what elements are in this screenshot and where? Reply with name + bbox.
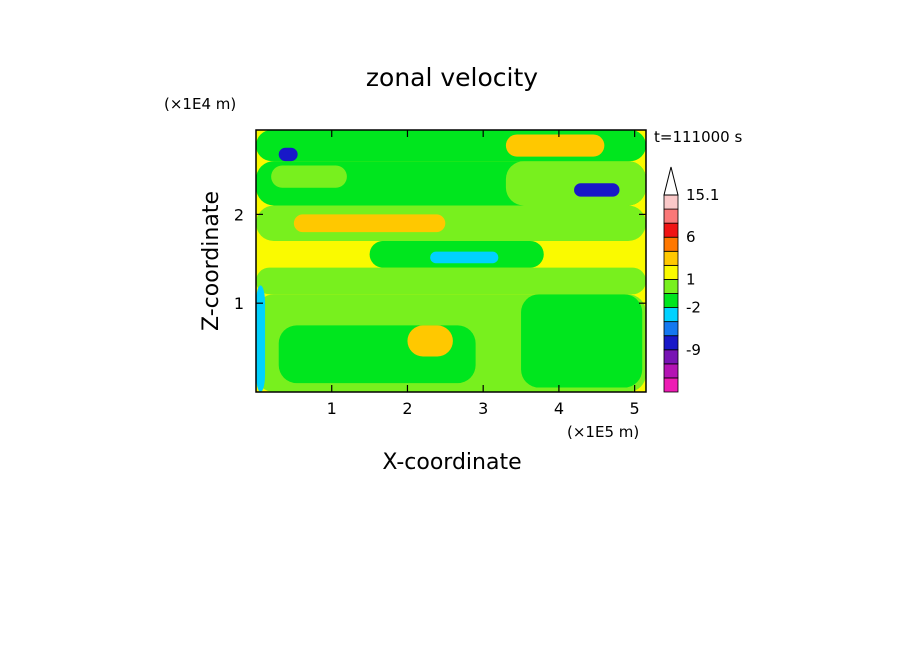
colorbar-swatch — [663, 349, 679, 365]
contour-field — [256, 130, 646, 392]
colorbar-swatch — [663, 222, 679, 238]
x-tick-label: 5 — [630, 399, 640, 418]
x-tick-label: 3 — [478, 399, 488, 418]
contour-region — [521, 294, 643, 388]
colorbar-swatch — [663, 293, 679, 308]
time-label: t=111000 s — [654, 128, 742, 146]
colorbar-swatch — [663, 363, 679, 379]
plot-axes: 1 2 3 4 5 1 2 — [234, 129, 647, 418]
colorbar-swatch — [663, 236, 679, 252]
y-tick-label: 1 — [234, 294, 244, 313]
contour-region — [574, 183, 620, 197]
colorbar-swatch — [663, 307, 679, 323]
colorbar-label: -9 — [686, 341, 701, 359]
x-axis-label: X-coordinate — [382, 450, 521, 475]
contour-region — [256, 267, 646, 295]
colorbar-label: 1 — [686, 270, 696, 288]
chart-title: zonal velocity — [366, 63, 538, 92]
y-tick-label: 2 — [234, 205, 244, 224]
colorbar-swatch — [663, 321, 679, 337]
plot-frame — [255, 129, 647, 393]
contour-region — [430, 251, 499, 264]
contour-region — [505, 161, 646, 206]
contour-region — [293, 214, 446, 233]
x-unit-label: (×1E5 m) — [567, 423, 639, 441]
y-axis-label: Z-coordinate — [199, 191, 224, 331]
colorbar-swatch — [663, 250, 679, 266]
colorbar-label: 6 — [686, 228, 696, 246]
contour-region — [271, 165, 347, 188]
colorbar-swatch — [663, 279, 679, 294]
colorbar-swatch — [663, 377, 679, 393]
colorbar-swatch — [663, 264, 679, 280]
colorbar-swatch — [663, 194, 679, 210]
y-unit-label: (×1E4 m) — [164, 95, 236, 113]
colorbar-swatch — [663, 335, 679, 351]
contour-region — [505, 134, 605, 157]
colorbar-label: 15.1 — [686, 186, 719, 204]
contour-region — [278, 147, 298, 162]
colorbar-swatch — [663, 208, 679, 224]
x-tick-label: 4 — [554, 399, 564, 418]
colorbar-extend-arrow — [663, 166, 679, 196]
x-tick-label: 2 — [402, 399, 412, 418]
contour-region — [256, 285, 266, 392]
colorbar: -9 -2 1 6 15.1 — [663, 166, 719, 393]
contour-region — [407, 325, 453, 357]
x-tick-label: 1 — [327, 399, 337, 418]
colorbar-label: -2 — [686, 299, 701, 317]
